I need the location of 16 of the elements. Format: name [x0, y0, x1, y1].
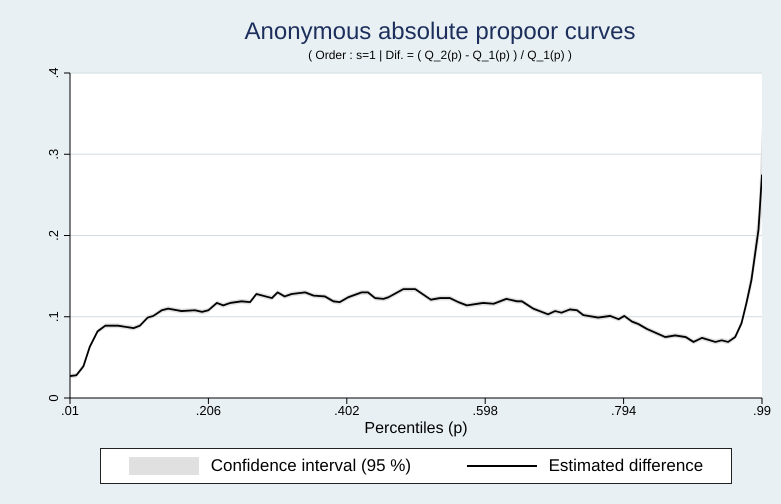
- y-tick-label: .3: [46, 148, 61, 160]
- x-tick-label: .598: [472, 403, 498, 418]
- x-axis-title: Percentiles (p): [363, 420, 469, 438]
- x-tick-label: .206: [196, 403, 222, 418]
- y-tick-label: .1: [46, 311, 61, 322]
- x-tick-label: .99: [752, 403, 772, 418]
- text: Confidence interval (95 %): [210, 456, 412, 476]
- legend-label: Estimated difference: [548, 456, 704, 476]
- x-tick-label: .01: [60, 403, 80, 418]
- chart-title: Anonymous absolute propoor curves: [244, 18, 636, 46]
- x-tick-label: .794: [610, 403, 636, 418]
- y-tick-label: .4: [46, 68, 61, 78]
- x-tick-label: .402: [334, 403, 360, 418]
- y-tick-label: .2: [46, 230, 61, 241]
- chart-subtitle: ( Order : s=1 | Dif. = ( Q_2(p) - Q_1(p) ) / Q_1(p) ): [307, 48, 573, 62]
- y-tick-label: 0: [46, 394, 61, 402]
